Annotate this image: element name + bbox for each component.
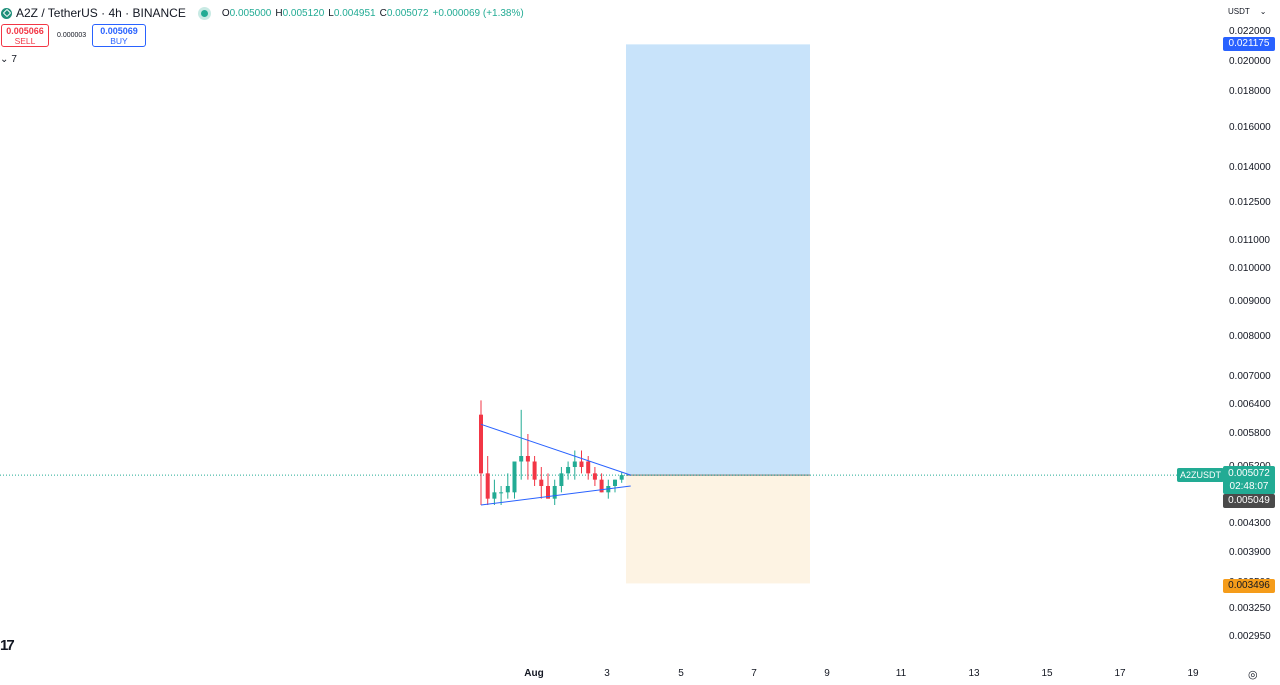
candle-body <box>619 475 624 480</box>
open-value: 0.005000 <box>229 7 272 19</box>
legend-header: A2Z / TetherUS · 4h · BINANCE O0.005000 … <box>0 4 524 22</box>
time-tick-label: 19 <box>1187 668 1199 679</box>
candle-body <box>552 486 557 499</box>
price-tick-label: 0.006400 <box>1229 399 1271 410</box>
close-value: 0.005072 <box>386 7 429 19</box>
candle-body <box>505 486 510 493</box>
price-tick-label: 0.016000 <box>1229 122 1271 133</box>
price-tick-label: 0.009000 <box>1229 296 1271 307</box>
spread-value: 0.000003 <box>57 32 87 39</box>
indicators-toggle[interactable]: ⌄ 7 <box>0 54 17 65</box>
candle-body <box>592 473 597 480</box>
change-value: +0.000069 (+1.38%) <box>432 7 524 19</box>
time-tick-label: 9 <box>824 668 830 679</box>
candle-body <box>599 479 604 493</box>
candle-body <box>613 479 617 486</box>
currency-selector[interactable]: USDT ⌄ <box>1228 7 1267 16</box>
time-tick-label: 11 <box>895 668 907 679</box>
price-tick-label: 0.005800 <box>1229 428 1271 439</box>
candle-body <box>499 492 504 494</box>
time-tick-label: Aug <box>524 668 544 679</box>
time-tick-label: 15 <box>1041 668 1053 679</box>
price-tick-label: 0.002950 <box>1229 631 1271 642</box>
target-price-badge: 0.021175 <box>1223 37 1275 51</box>
target-zone <box>626 44 810 476</box>
candle-body <box>566 467 571 474</box>
stop-zone <box>626 475 810 584</box>
candle-body <box>485 473 490 499</box>
candle-body <box>512 461 517 493</box>
sell-button[interactable]: 0.005066 SELL <box>1 24 49 47</box>
crosshair-price-badge: 0.005049 <box>1223 494 1275 508</box>
price-tick-label: 0.018000 <box>1229 86 1271 97</box>
low-value: 0.004951 <box>333 7 376 19</box>
tradingview-logo[interactable]: 17 <box>0 637 15 654</box>
time-tick-label: 17 <box>1114 668 1126 679</box>
time-tick-label: 7 <box>751 668 757 679</box>
price-tick-label: 0.014000 <box>1229 162 1271 173</box>
ohlc-values: O0.005000 H0.005120 L0.004951 C0.005072 … <box>221 7 524 19</box>
price-tick-label: 0.008000 <box>1229 331 1271 342</box>
buy-button[interactable]: 0.005069 BUY <box>92 24 146 47</box>
candle-body <box>519 456 524 462</box>
candle-body <box>539 479 544 486</box>
symbol-logo-icon <box>1 7 12 19</box>
candle-body <box>586 461 591 474</box>
time-tick-label: 3 <box>604 668 610 679</box>
price-tick-label: 0.011000 <box>1229 235 1270 246</box>
time-tick-label: 5 <box>678 668 684 679</box>
chevron-down-icon: ⌄ <box>1259 7 1267 16</box>
candle-body <box>525 456 530 462</box>
candle-body <box>546 486 550 499</box>
indicators-count: 7 <box>11 54 17 65</box>
candle-body <box>572 461 577 467</box>
trendline <box>480 485 631 506</box>
candle-body <box>492 492 497 499</box>
symbol-price-tag: A2ZUSDT <box>1177 468 1225 482</box>
price-tick-label: 0.020000 <box>1229 56 1271 67</box>
candle-countdown: 02:48:07 <box>1229 481 1269 492</box>
candle-body <box>579 461 584 467</box>
price-tick-label: 0.022000 <box>1229 26 1271 37</box>
chevron-down-icon: ⌄ <box>0 54 9 65</box>
price-tick-label: 0.007000 <box>1229 371 1271 382</box>
price-tick-label: 0.003250 <box>1229 603 1271 614</box>
symbol-title[interactable]: A2Z / TetherUS · 4h · BINANCE <box>16 6 186 20</box>
market-open-status-icon <box>200 9 208 17</box>
candle-body <box>559 473 564 486</box>
price-tick-label: 0.012500 <box>1229 197 1271 208</box>
candle-body <box>479 414 483 474</box>
time-tick-label: 13 <box>968 668 980 679</box>
settings-icon[interactable]: ◎ <box>1248 669 1258 681</box>
stop-price-badge: 0.003496 <box>1223 579 1275 593</box>
price-tick-label: 0.004300 <box>1229 518 1271 529</box>
high-value: 0.005120 <box>282 7 325 19</box>
last-price-badge: 0.005072 02:48:07 <box>1223 466 1275 494</box>
trendline <box>480 423 631 476</box>
price-tick-label: 0.010000 <box>1229 263 1271 274</box>
price-tick-label: 0.003900 <box>1229 547 1271 558</box>
candle-body <box>532 461 537 480</box>
